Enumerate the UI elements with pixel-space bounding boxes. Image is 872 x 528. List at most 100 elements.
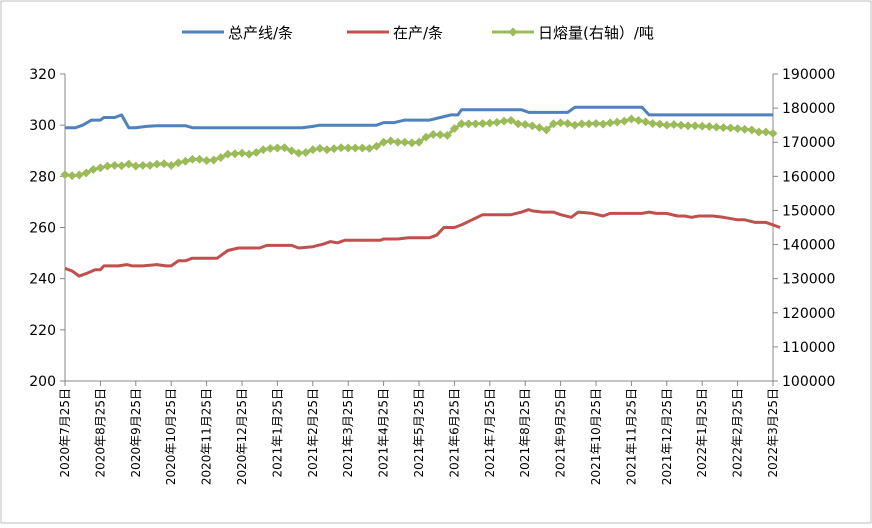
- series-point: [301, 147, 311, 158]
- series-point: [216, 153, 226, 163]
- series-point: [180, 156, 190, 166]
- x-tick-label: 2021年5月25日: [412, 388, 426, 477]
- series-point: [329, 144, 339, 154]
- series-point: [556, 118, 566, 128]
- series-point: [294, 148, 304, 158]
- series-1: [65, 105, 773, 130]
- series-point: [223, 149, 233, 159]
- series-point: [152, 159, 162, 169]
- series-point: [662, 120, 672, 130]
- x-axis-ticks: 2020年7月25日 2020年8月25日 2020年9月25日 2020年10月25…: [58, 381, 780, 485]
- series-point: [407, 138, 417, 148]
- series-point: [655, 119, 665, 129]
- x-tick-label: 2021年7月25日: [483, 388, 497, 477]
- series-point: [527, 121, 537, 131]
- series-point: [641, 117, 651, 127]
- x-tick-label: 2021年1月25日: [270, 388, 284, 477]
- series-point: [102, 161, 113, 171]
- series-point: [371, 141, 382, 151]
- series-point: [60, 170, 70, 180]
- x-tick-label: 2022年3月25日: [766, 388, 780, 477]
- series-point: [718, 123, 728, 133]
- series-point: [209, 155, 219, 165]
- series-point: [131, 161, 141, 171]
- series-point: [506, 115, 516, 125]
- right-tick-label: 160000: [782, 169, 835, 185]
- series-point: [534, 123, 544, 133]
- series-point: [435, 130, 445, 140]
- series-point: [414, 137, 424, 147]
- series-point: [202, 156, 212, 166]
- x-tick-label: 2020年12月25日: [235, 388, 249, 485]
- legend-label: 日熔量(右轴）/吨: [538, 24, 654, 42]
- series-point: [485, 118, 495, 128]
- series-point: [449, 124, 459, 134]
- x-tick-label: 2021年3月25日: [341, 388, 355, 477]
- legend-label: 总产线/条: [228, 24, 293, 42]
- right-tick-label: 150000: [782, 203, 835, 219]
- series-point: [464, 119, 474, 129]
- series-point: [265, 143, 275, 153]
- series-point: [648, 118, 658, 129]
- left-tick-label: 240: [29, 272, 56, 288]
- series-point: [619, 116, 629, 126]
- series-point: [279, 143, 290, 153]
- series-point: [386, 136, 396, 146]
- series-point: [754, 127, 764, 137]
- series-point: [81, 168, 91, 178]
- left-tick-label: 320: [29, 67, 56, 83]
- series-point: [237, 148, 247, 158]
- series-point: [591, 118, 601, 129]
- right-tick-label: 170000: [782, 135, 835, 151]
- series-point: [548, 119, 559, 129]
- series-point: [697, 121, 707, 131]
- x-tick-label: 2021年9月25日: [554, 388, 568, 477]
- series-point: [725, 123, 736, 133]
- series-point: [421, 132, 431, 142]
- series-point: [88, 164, 98, 175]
- series-point: [733, 124, 743, 134]
- series-point: [761, 127, 771, 137]
- series-point: [704, 121, 714, 132]
- series-point: [272, 143, 282, 153]
- left-tick-label: 280: [29, 169, 56, 185]
- series-point: [357, 143, 367, 153]
- series-point: [626, 114, 636, 124]
- series-point: [563, 118, 573, 129]
- series-point: [117, 161, 127, 171]
- left-tick-label: 300: [29, 118, 56, 134]
- series-point: [336, 143, 346, 153]
- series-layer: [60, 105, 781, 278]
- right-tick-label: 130000: [782, 272, 835, 288]
- series-point: [683, 121, 693, 131]
- series-point: [541, 125, 551, 135]
- series-point: [740, 124, 750, 134]
- series-3: [60, 114, 778, 181]
- series-point: [669, 119, 679, 130]
- series-point: [244, 149, 254, 159]
- series-point: [230, 149, 240, 159]
- series-point: [612, 117, 622, 127]
- series-point: [95, 163, 105, 173]
- series-point: [322, 145, 332, 155]
- series-point: [74, 170, 84, 180]
- series-point: [499, 116, 509, 126]
- x-tick-label: 2021年6月25日: [447, 388, 461, 477]
- legend-item: 在产/条: [347, 24, 443, 42]
- series-point: [513, 119, 523, 129]
- x-tick-label: 2021年4月25日: [377, 388, 391, 477]
- series-point: [747, 125, 757, 135]
- series-point: [393, 137, 403, 147]
- series-line: [64, 208, 781, 278]
- series-point: [520, 119, 530, 130]
- series-point: [400, 137, 410, 147]
- series-line: [65, 105, 773, 130]
- right-tick-label: 190000: [782, 67, 835, 83]
- series-point: [442, 130, 452, 140]
- series-point: [315, 143, 325, 153]
- series-point: [194, 154, 205, 164]
- x-tick-label: 2020年7月25日: [58, 388, 72, 477]
- series-point: [350, 143, 360, 153]
